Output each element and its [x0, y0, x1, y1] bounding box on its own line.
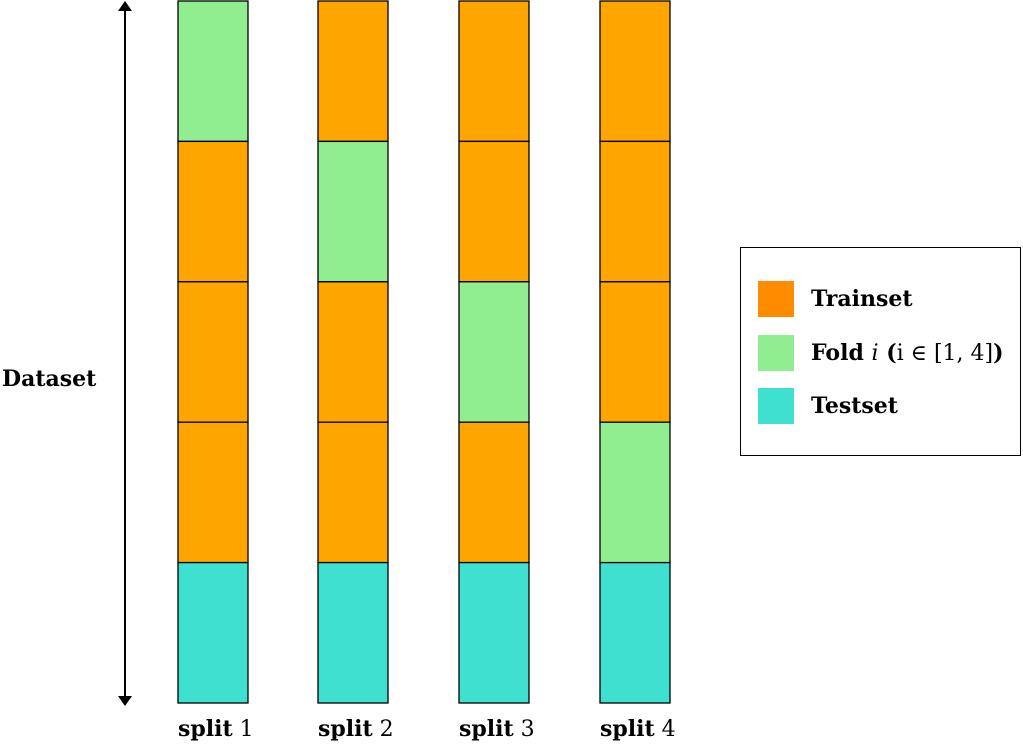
split-label-prefix: split	[459, 716, 514, 742]
segment-test	[317, 561, 389, 704]
legend-label-fold: Fold	[811, 340, 864, 366]
segment-test	[177, 561, 249, 704]
segment-train	[317, 281, 389, 423]
legend-fold-range: i ∈ [1, 4]	[896, 341, 994, 366]
legend-item-trainset: Trainset	[758, 281, 913, 317]
legend-fold-paren-close: )	[993, 340, 1004, 366]
dataset-axis-label: Dataset	[2, 366, 97, 392]
legend-item-fold: Fold i (i ∈ [1, 4])	[758, 335, 1004, 371]
trainset-swatch	[758, 281, 794, 317]
segment-train	[458, 421, 530, 564]
legend-fold-var: i	[871, 341, 879, 366]
split-label-number: 2	[372, 717, 394, 742]
segment-fold	[458, 281, 530, 423]
segment-fold	[599, 421, 671, 564]
legend-label-fold-group: Fold i (i ∈ [1, 4])	[811, 340, 1004, 366]
split-label-prefix: split	[178, 716, 233, 742]
legend-label-trainset: Trainset	[811, 286, 913, 312]
segment-train	[599, 0, 671, 143]
split-label-3: split 3	[459, 716, 535, 742]
segment-train	[599, 281, 671, 423]
segment-fold	[177, 0, 249, 143]
segment-fold	[317, 140, 389, 283]
split-column-3	[458, 0, 530, 704]
legend-label-testset: Testset	[811, 393, 898, 419]
segment-train	[177, 281, 249, 423]
split-label-number: 3	[513, 717, 535, 742]
split-label-1: split 1	[178, 716, 254, 742]
legend-item-testset: Testset	[758, 388, 898, 424]
segment-train	[177, 140, 249, 283]
split-label-4: split 4	[600, 716, 676, 742]
split-label-number: 1	[232, 717, 254, 742]
split-label-prefix: split	[318, 716, 373, 742]
segment-train	[177, 421, 249, 564]
segment-train	[458, 140, 530, 283]
segment-test	[458, 561, 530, 704]
segment-test	[599, 561, 671, 704]
split-columns	[177, 0, 671, 704]
split-label-number: 4	[654, 717, 676, 742]
fold-swatch	[758, 335, 794, 371]
split-column-4	[599, 0, 671, 704]
legend-fold-paren-open: (	[886, 340, 897, 366]
split-column-1	[177, 0, 249, 704]
testset-swatch	[758, 388, 794, 424]
segment-train	[317, 0, 389, 143]
segment-train	[599, 140, 671, 283]
split-column-2	[317, 0, 389, 704]
legend: Trainset Fold i (i ∈ [1, 4]) Testset	[740, 247, 1021, 456]
segment-train	[317, 421, 389, 564]
split-label-prefix: split	[600, 716, 655, 742]
segment-train	[458, 0, 530, 143]
split-label-2: split 2	[318, 716, 394, 742]
